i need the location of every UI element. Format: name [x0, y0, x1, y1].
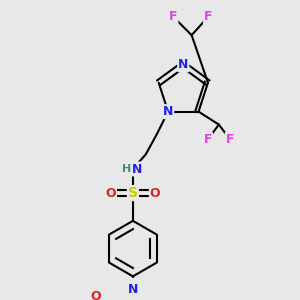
Text: O: O — [91, 290, 101, 300]
Text: N: N — [163, 105, 173, 118]
Text: F: F — [203, 133, 212, 146]
Text: F: F — [226, 133, 234, 146]
Text: N: N — [178, 58, 188, 71]
Text: F: F — [204, 10, 212, 23]
Text: N: N — [132, 163, 143, 176]
Text: S: S — [128, 186, 138, 200]
Text: N: N — [128, 283, 138, 296]
Text: O: O — [150, 187, 160, 200]
Text: F: F — [169, 10, 177, 23]
Text: H: H — [122, 164, 131, 174]
Text: O: O — [105, 187, 116, 200]
